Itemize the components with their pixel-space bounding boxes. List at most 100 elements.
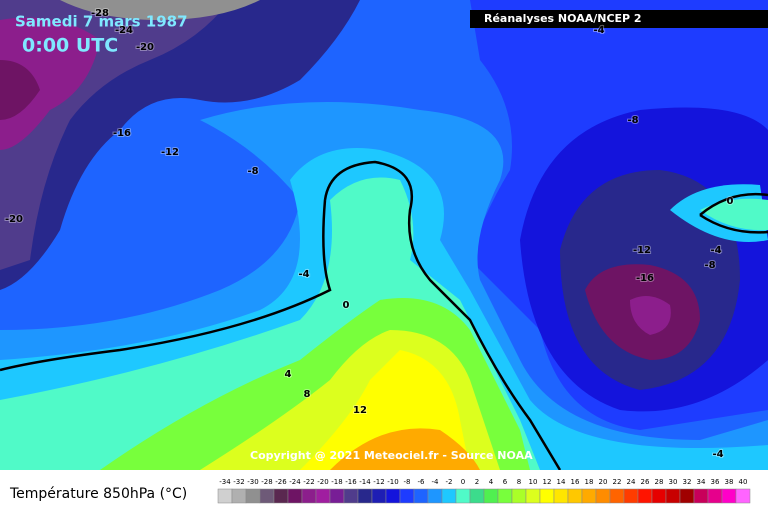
legend-label: -4 [432, 478, 440, 486]
legend-label: -12 [373, 478, 384, 486]
contour-label: -16 [113, 128, 131, 139]
legend-swatch [735, 488, 751, 504]
legend-swatch [483, 488, 499, 504]
legend-swatch [413, 488, 429, 504]
legend-swatch [511, 488, 527, 504]
legend-swatch [301, 488, 317, 504]
legend-swatch [581, 488, 597, 504]
legend-swatch [399, 488, 415, 504]
date: Samedi 7 mars 1987 [15, 13, 188, 31]
legend-label: -20 [317, 478, 328, 486]
legend-label: 6 [503, 478, 508, 486]
legend-swatch [371, 488, 387, 504]
legend-label: -2 [446, 478, 453, 486]
legend-label: -14 [359, 478, 371, 486]
legend-swatch [637, 488, 653, 504]
legend-label: -10 [387, 478, 398, 486]
contour-label: 4 [285, 369, 292, 380]
legend-swatch [665, 488, 681, 504]
contour-label: -28 [91, 8, 109, 19]
legend-label: -6 [418, 478, 426, 486]
contour-label: -12 [161, 147, 179, 158]
legend-label: 24 [627, 478, 636, 486]
legend-swatch [357, 488, 373, 504]
legend-swatch [623, 488, 639, 504]
legend-swatch [469, 488, 485, 504]
legend-label: 8 [517, 478, 521, 486]
contour-label: -4 [298, 269, 309, 280]
contour-label: -24 [115, 25, 133, 36]
legend-label: 26 [641, 478, 650, 486]
legend-label: -30 [247, 478, 258, 486]
legend-swatch [273, 488, 289, 504]
contour-label: -4 [710, 245, 721, 256]
legend-swatch [231, 488, 247, 504]
contour-label: 0 [343, 300, 350, 311]
legend-swatch [567, 488, 583, 504]
legend-swatch [287, 488, 303, 504]
legend-swatch [329, 488, 345, 504]
contour-label: 0 [727, 196, 734, 207]
legend-label: 20 [599, 478, 608, 486]
legend-swatch [497, 488, 513, 504]
contour-label: -8 [704, 260, 715, 271]
contour-label: -8 [627, 115, 638, 126]
legend-label: -18 [331, 478, 342, 486]
contour-label: -16 [636, 273, 654, 284]
legend-label: 34 [697, 478, 706, 486]
legend-swatch [693, 488, 709, 504]
map-field [0, 0, 768, 471]
legend-label: -28 [261, 478, 272, 486]
legend-label: 10 [529, 478, 538, 486]
legend-label: 30 [669, 478, 678, 486]
legend-label: 12 [543, 478, 552, 486]
legend-swatch [427, 488, 443, 504]
legend-scale: -34 -32 -30 -28 -26 -24 -22 -20 -18 -16 -14 -12 -10-… [217, 478, 751, 504]
legend-label: -22 [303, 478, 314, 486]
contour-label: 8 [304, 389, 311, 400]
contour-label: -20 [5, 214, 23, 225]
legend-swatch [553, 488, 569, 504]
legend-swatch [315, 488, 331, 504]
legend-swatch [539, 488, 555, 504]
legend-swatch [259, 488, 275, 504]
legend-label: 28 [655, 478, 664, 486]
legend-label: 36 [711, 478, 720, 486]
legend-label: 40 [739, 478, 748, 486]
contour-label: -20 [136, 42, 154, 53]
legend-label: 2 [475, 478, 479, 486]
source: Réanalyses NOAA/NCEP 2 [484, 12, 642, 25]
legend-label: 32 [683, 478, 692, 486]
legend-label: 22 [613, 478, 622, 486]
legend-swatch [525, 488, 541, 504]
contour-label: -4 [712, 449, 723, 460]
copyright: Copyright @ 2021 Meteociel.fr - Source N… [250, 449, 533, 462]
contour-label: -4 [593, 25, 604, 36]
legend-swatch [707, 488, 723, 504]
legend-swatch [245, 488, 261, 504]
legend-label: -24 [289, 478, 301, 486]
legend-swatch [385, 488, 401, 504]
legend-swatch [609, 488, 625, 504]
time: 0:00 UTC [22, 35, 118, 57]
legend-label: 38 [725, 478, 734, 486]
legend-label: -8 [404, 478, 411, 486]
legend-swatch [595, 488, 611, 504]
legend-swatch [343, 488, 359, 504]
legend-label: -34 [219, 478, 231, 486]
legend-swatch [721, 488, 737, 504]
legend-swatch [441, 488, 457, 504]
legend-label: -32 [233, 478, 244, 486]
contour-label: 12 [353, 405, 367, 416]
legend-label: 18 [585, 478, 594, 486]
legend-label: 4 [489, 478, 494, 486]
legend-label: -16 [345, 478, 357, 486]
legend-title: Température 850hPa (°C) [9, 486, 187, 502]
legend-swatch [455, 488, 471, 504]
legend-swatch [679, 488, 695, 504]
contour-label: -12 [633, 245, 651, 256]
legend-label: 16 [571, 478, 580, 486]
contour-label: -8 [247, 166, 258, 177]
